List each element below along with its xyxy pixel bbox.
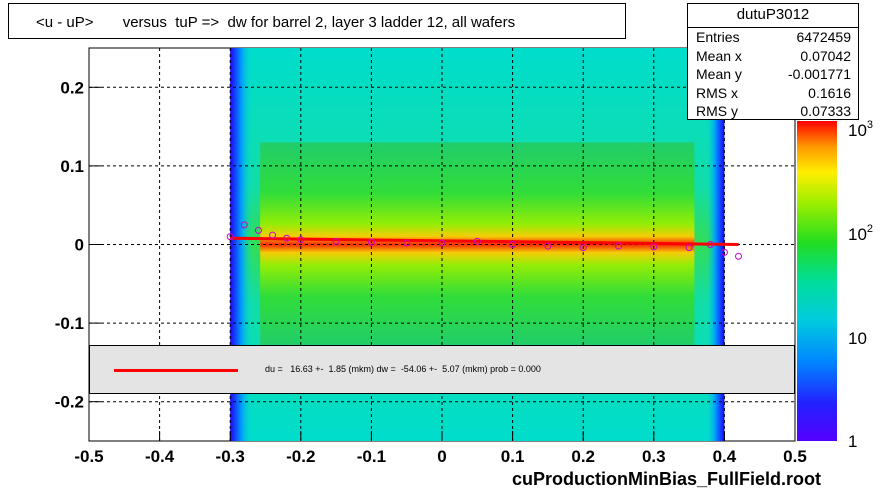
x-tick-label: 0.5 bbox=[783, 447, 807, 466]
stats-separator bbox=[688, 27, 858, 28]
y-tick-label: 0.2 bbox=[60, 78, 84, 97]
footer-filename: cuProductionMinBias_FullField.root bbox=[511, 469, 821, 489]
stat-value: 0.07333 bbox=[800, 103, 851, 119]
chart-title: <u - uP> versus tuP => dw for barrel 2, … bbox=[36, 14, 516, 31]
profile-point bbox=[269, 231, 277, 239]
profile-point bbox=[403, 239, 411, 247]
colorbar-label-100: 102 bbox=[848, 223, 873, 244]
profile-point bbox=[706, 241, 714, 248]
fit-legend-text: du = 16.63 +- 1.85 (mkm) dw = -54.06 +- … bbox=[265, 364, 541, 374]
axes: -0.5 -0.4 -0.3 -0.2 -0.1 0 0.1 0.2 0.3 0.4 0.5 -0.2… bbox=[55, 78, 807, 466]
profile-markers bbox=[226, 221, 743, 260]
y-tick-label: 0 bbox=[75, 236, 84, 255]
stat-label: Mean x bbox=[696, 48, 742, 64]
colorbar-label-1000: 103 bbox=[848, 119, 873, 140]
y-tick-label: -0.2 bbox=[55, 393, 84, 412]
x-tick-label: -0.4 bbox=[145, 447, 175, 466]
colorbar-label-10: 10 bbox=[848, 329, 867, 348]
x-tick-label: 0.4 bbox=[713, 447, 737, 466]
profile-point bbox=[297, 236, 305, 244]
y-tick-label: 0.1 bbox=[60, 157, 84, 176]
x-tick-label: -0.1 bbox=[357, 447, 386, 466]
colorbar-labels: 1 10 102 103 bbox=[848, 119, 873, 451]
profile-point bbox=[579, 244, 587, 252]
x-tick-label: -0.5 bbox=[74, 447, 103, 466]
profile-point bbox=[720, 248, 728, 256]
profile-point bbox=[226, 233, 234, 241]
profile-point bbox=[685, 244, 693, 252]
x-tick-label: 0.2 bbox=[571, 447, 595, 466]
profile-point bbox=[254, 226, 262, 234]
profile-point bbox=[735, 252, 743, 260]
stat-value: -0.001771 bbox=[787, 66, 851, 82]
stats-box: dutuP3012 Entries 6472459 Mean x 0.07042… bbox=[687, 3, 859, 120]
fit-legend-line bbox=[114, 369, 238, 372]
x-tick-label: 0.3 bbox=[642, 447, 666, 466]
profile-point bbox=[650, 243, 658, 251]
x-tick-label: 0.1 bbox=[501, 447, 525, 466]
profile-point bbox=[332, 237, 340, 245]
profile-point bbox=[544, 242, 552, 250]
colorbar bbox=[797, 121, 837, 441]
profile-point bbox=[615, 242, 622, 250]
y-tick-label: -0.1 bbox=[55, 314, 84, 333]
stat-value: 0.07042 bbox=[800, 48, 851, 64]
title-box: <u - uP> versus tuP => dw for barrel 2, … bbox=[8, 3, 626, 39]
stat-value: 6472459 bbox=[796, 29, 851, 45]
profile-point bbox=[283, 234, 291, 242]
profile-point bbox=[473, 237, 481, 245]
x-tick-label: 0 bbox=[437, 447, 446, 466]
stat-label: Entries bbox=[696, 29, 740, 45]
stat-value: 0.1616 bbox=[808, 85, 851, 101]
stat-label: Mean y bbox=[696, 66, 742, 82]
x-tick-label: -0.2 bbox=[286, 447, 315, 466]
profile-point bbox=[438, 239, 446, 247]
stat-label: RMS y bbox=[696, 103, 738, 119]
stat-label: RMS x bbox=[696, 85, 738, 101]
colorbar-label-1: 1 bbox=[848, 432, 857, 451]
profile-point bbox=[240, 221, 248, 229]
stats-title: dutuP3012 bbox=[736, 6, 810, 23]
x-tick-label: -0.3 bbox=[216, 447, 245, 466]
profile-point bbox=[509, 241, 517, 248]
profile-point bbox=[367, 238, 375, 246]
fit-legend-box: du = 16.63 +- 1.85 (mkm) dw = -54.06 +- … bbox=[89, 345, 795, 394]
